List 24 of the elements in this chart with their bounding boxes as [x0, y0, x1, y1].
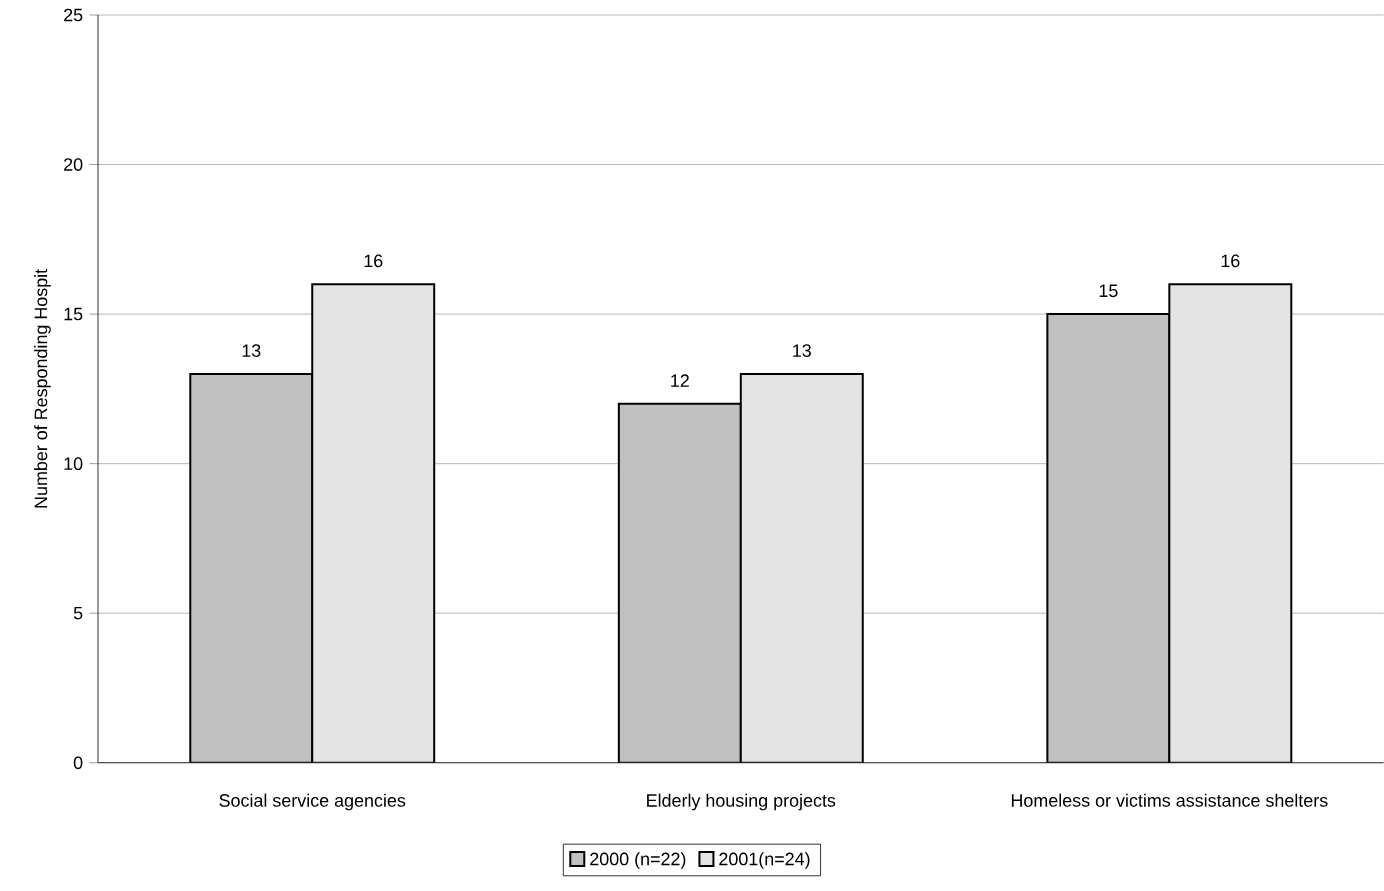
y-axis-title: Number of Responding Hospit	[34, 269, 51, 508]
x-tick-label: Homeless or victims assistance shelters	[1011, 793, 1328, 807]
y-tick-label: 5	[73, 607, 83, 620]
bar	[617, 402, 742, 763]
y-tick-label: 20	[64, 158, 83, 172]
legend-label: 2000 (n=22)	[590, 852, 686, 869]
bar	[1168, 283, 1293, 763]
y-tick-label: 15	[64, 307, 83, 321]
y-tick-label: 0	[73, 756, 83, 770]
bar	[739, 373, 864, 763]
data-label: 16	[1221, 254, 1240, 268]
x-tick-label: Social service agencies	[219, 793, 406, 811]
data-label: 12	[671, 374, 689, 387]
y-tick-label: 25	[64, 8, 83, 22]
data-label: 15	[1099, 284, 1118, 298]
bar	[1046, 313, 1171, 763]
data-label: 13	[242, 344, 261, 358]
bar	[311, 283, 436, 763]
data-label: 16	[364, 254, 383, 268]
y-tick-label: 10	[64, 457, 83, 471]
data-label: 13	[793, 344, 811, 358]
bar	[189, 373, 314, 763]
legend-label: 2001(n=24)	[719, 852, 810, 869]
x-tick-label: Elderly housing projects	[647, 793, 836, 811]
